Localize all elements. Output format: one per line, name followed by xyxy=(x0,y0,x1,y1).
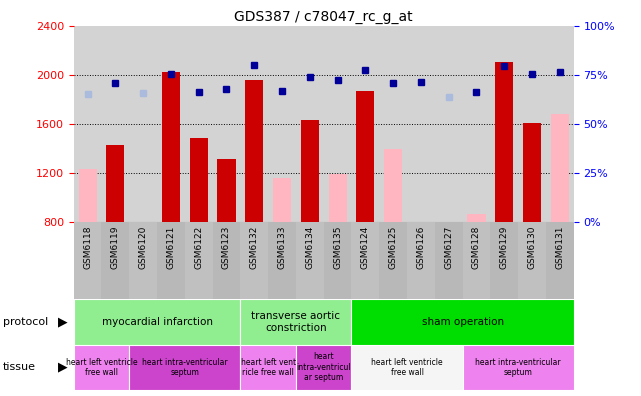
Bar xyxy=(518,222,546,299)
Text: GSM6130: GSM6130 xyxy=(528,226,537,269)
Text: ▶: ▶ xyxy=(58,315,67,328)
Bar xyxy=(407,222,435,299)
Bar xyxy=(273,178,291,222)
Bar xyxy=(240,299,351,345)
Text: sham operation: sham operation xyxy=(422,317,504,327)
Text: myocardial infarction: myocardial infarction xyxy=(101,317,213,327)
Text: heart left vent
ricle free wall: heart left vent ricle free wall xyxy=(240,358,296,377)
Text: ▶: ▶ xyxy=(58,361,67,374)
Bar xyxy=(185,222,213,299)
Bar xyxy=(129,222,157,299)
Bar xyxy=(546,222,574,299)
Text: heart intra-ventricular
septum: heart intra-ventricular septum xyxy=(476,358,561,377)
Text: GSM6135: GSM6135 xyxy=(333,226,342,269)
Text: heart intra-ventricular
septum: heart intra-ventricular septum xyxy=(142,358,228,377)
Text: heart
intra-ventricul
ar septum: heart intra-ventricul ar septum xyxy=(296,352,351,382)
Text: heart left ventricle
free wall: heart left ventricle free wall xyxy=(65,358,137,377)
Bar xyxy=(162,72,180,222)
Bar xyxy=(356,91,374,222)
Bar xyxy=(379,222,407,299)
Bar xyxy=(551,114,569,222)
Bar xyxy=(384,149,402,222)
Text: GSM6134: GSM6134 xyxy=(305,226,314,269)
Text: GSM6124: GSM6124 xyxy=(361,226,370,269)
Text: GSM6119: GSM6119 xyxy=(111,226,120,269)
Bar xyxy=(523,122,541,222)
Text: GSM6121: GSM6121 xyxy=(167,226,176,269)
Text: transverse aortic
constriction: transverse aortic constriction xyxy=(251,311,340,333)
Text: GSM6123: GSM6123 xyxy=(222,226,231,269)
Bar xyxy=(101,222,129,299)
Bar xyxy=(106,145,124,222)
Bar xyxy=(240,345,296,390)
Bar xyxy=(296,222,324,299)
Text: GDS387 / c78047_rc_g_at: GDS387 / c78047_rc_g_at xyxy=(235,10,413,24)
Bar xyxy=(157,222,185,299)
Bar xyxy=(463,222,490,299)
Bar xyxy=(435,222,463,299)
Text: GSM6122: GSM6122 xyxy=(194,226,203,269)
Bar xyxy=(129,345,240,390)
Text: GSM6120: GSM6120 xyxy=(138,226,147,269)
Text: GSM6126: GSM6126 xyxy=(417,226,426,269)
Bar xyxy=(351,345,463,390)
Text: GSM6132: GSM6132 xyxy=(250,226,259,269)
Bar xyxy=(217,159,235,222)
Bar xyxy=(329,174,347,222)
Bar xyxy=(74,222,101,299)
Text: protocol: protocol xyxy=(3,317,49,327)
Bar xyxy=(246,80,263,222)
Bar xyxy=(268,222,296,299)
Text: GSM6128: GSM6128 xyxy=(472,226,481,269)
Text: GSM6118: GSM6118 xyxy=(83,226,92,269)
Text: heart left ventricle
free wall: heart left ventricle free wall xyxy=(371,358,443,377)
Bar xyxy=(240,222,268,299)
Bar xyxy=(324,222,351,299)
Text: GSM6127: GSM6127 xyxy=(444,226,453,269)
Text: GSM6133: GSM6133 xyxy=(278,226,287,269)
Bar xyxy=(490,222,518,299)
Bar xyxy=(296,345,351,390)
Bar xyxy=(351,222,379,299)
Bar xyxy=(74,345,129,390)
Text: GSM6125: GSM6125 xyxy=(388,226,397,269)
Bar xyxy=(74,299,240,345)
Bar xyxy=(301,120,319,222)
Bar xyxy=(351,299,574,345)
Text: tissue: tissue xyxy=(3,362,36,372)
Bar xyxy=(463,345,574,390)
Text: GSM6129: GSM6129 xyxy=(500,226,509,269)
Text: GSM6131: GSM6131 xyxy=(555,226,564,269)
Bar xyxy=(190,139,208,222)
Bar xyxy=(79,169,97,222)
Bar xyxy=(495,63,513,222)
Bar xyxy=(467,214,485,222)
Bar xyxy=(213,222,240,299)
